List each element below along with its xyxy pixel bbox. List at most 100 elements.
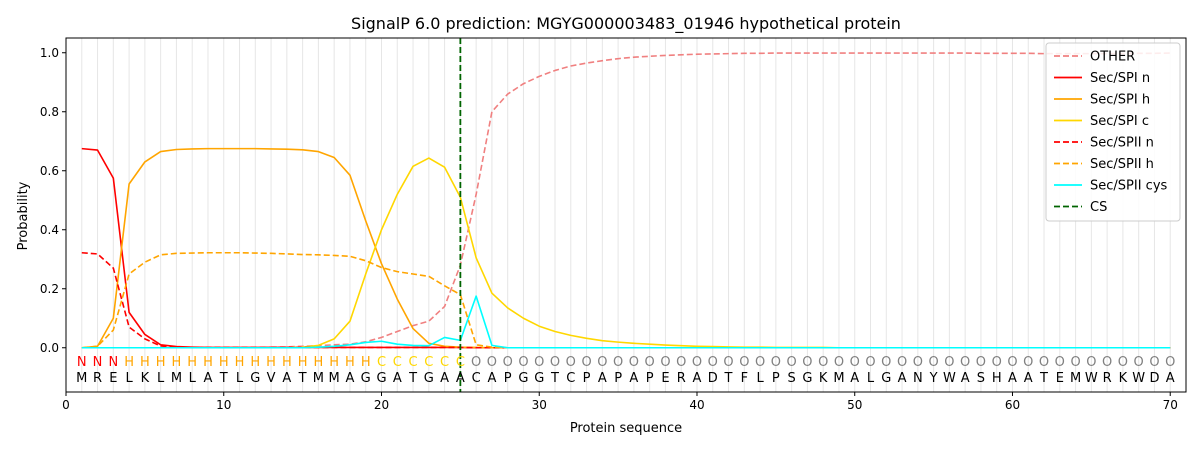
y-axis-label: Probability: [16, 181, 31, 250]
legend-entry: Sec/SPII cys: [1090, 179, 1168, 194]
legend-box: [1045, 42, 1181, 222]
residue-letter: T: [1039, 371, 1048, 386]
region-label: O: [487, 355, 497, 370]
residue-letter: G: [424, 371, 434, 386]
region-label: O: [1134, 355, 1144, 370]
region-label: H: [250, 355, 260, 370]
residue-letter: L: [756, 371, 764, 386]
region-label: O: [1070, 355, 1080, 370]
series-line-sec-spii-h: [81, 251, 1171, 349]
residue-letter: M: [171, 371, 182, 386]
residue-letter: W: [1085, 371, 1098, 386]
residue-letter: L: [157, 371, 165, 386]
residue-letter: D: [708, 371, 718, 386]
series-layer: [81, 52, 1171, 349]
region-label: C: [456, 355, 465, 370]
residue-letter: A: [629, 371, 638, 386]
residue-letter: S: [977, 371, 985, 386]
region-label: H: [235, 355, 245, 370]
residue-letter: F: [741, 371, 748, 386]
legend-entry: OTHER: [1090, 50, 1135, 65]
residue-letter: G: [881, 371, 891, 386]
residue-letter: A: [598, 371, 607, 386]
region-label: O: [550, 355, 560, 370]
region-label: O: [503, 355, 513, 370]
region-label: H: [314, 355, 324, 370]
region-label: O: [865, 355, 875, 370]
residue-letter: A: [898, 371, 907, 386]
region-label: H: [203, 355, 213, 370]
region-label: O: [629, 355, 639, 370]
region-label: H: [329, 355, 339, 370]
residue-letter: G: [361, 371, 371, 386]
region-label: O: [818, 355, 828, 370]
x-axis-label: Protein sequence: [570, 421, 682, 436]
region-label: O: [834, 355, 844, 370]
series-line-sec-spi-n: [81, 147, 1171, 349]
residue-letter: T: [408, 371, 417, 386]
residue-letter: N: [913, 371, 923, 386]
residue-letter: A: [487, 371, 496, 386]
region-label: O: [850, 355, 860, 370]
x-tick-label: 70: [1163, 398, 1178, 412]
residue-letter: L: [125, 371, 133, 386]
y-tick-label: 0.4: [40, 223, 59, 237]
residue-letter: P: [504, 371, 512, 386]
residue-grid: [81, 38, 1171, 392]
residue-letter: G: [802, 371, 812, 386]
residue-letter: A: [850, 371, 859, 386]
region-label: O: [787, 355, 797, 370]
region-label: O: [645, 355, 655, 370]
residue-letter: A: [440, 371, 449, 386]
series-line-sec-spii-cys: [81, 295, 1171, 349]
legend: OTHER Sec/SPI n Sec/SPI h Sec/SPI c Sec/SPII…: [1045, 42, 1181, 222]
y-tick-label: 0.0: [40, 341, 59, 355]
residue-letter: H: [992, 371, 1002, 386]
region-label: O: [534, 355, 544, 370]
residue-letter: R: [677, 371, 686, 386]
region-label: H: [266, 355, 276, 370]
residue-letter: C: [472, 371, 481, 386]
region-label: N: [77, 355, 87, 370]
residue-letter: L: [189, 371, 197, 386]
residue-letter: A: [393, 371, 402, 386]
residue-letter: W: [1132, 371, 1145, 386]
region-label: O: [992, 355, 1002, 370]
residue-letter: A: [282, 371, 291, 386]
legend-entry: Sec/SPI c: [1090, 114, 1149, 129]
region-label: H: [298, 355, 308, 370]
series-line-other: [81, 52, 1171, 349]
x-tick-label: 50: [847, 398, 862, 412]
region-label: C: [377, 355, 386, 370]
series-line-sec-spii-n: [81, 251, 1171, 349]
region-label: C: [424, 355, 433, 370]
x-tick-label: 30: [532, 398, 547, 412]
sequence-layer: NMNRNEHLHKHLHMHLHAHTHLHGHVHAHTHMHMHAHGCG…: [76, 355, 1175, 386]
chart-title: SignalP 6.0 prediction: MGYG000003483_01…: [351, 14, 901, 34]
region-label: O: [518, 355, 528, 370]
x-tick-label: 60: [1005, 398, 1020, 412]
residue-letter: T: [219, 371, 228, 386]
legend-entry: CS: [1090, 200, 1107, 215]
region-label: H: [361, 355, 371, 370]
region-label: O: [802, 355, 812, 370]
region-label: N: [108, 355, 118, 370]
legend-entry: Sec/SPI h: [1090, 93, 1150, 108]
region-label: O: [597, 355, 607, 370]
axis-layer: 0 10 20 30 40 50 60 70 0.0 0.2 0.4 0.6 0.8 1.0: [40, 46, 1178, 412]
region-label: O: [1149, 355, 1159, 370]
residue-letter: A: [456, 371, 465, 386]
region-label: O: [755, 355, 765, 370]
residue-letter: A: [1166, 371, 1175, 386]
residue-letter: D: [1149, 371, 1159, 386]
region-label: H: [172, 355, 182, 370]
residue-letter: A: [961, 371, 970, 386]
y-tick-label: 1.0: [40, 46, 59, 60]
region-label: O: [881, 355, 891, 370]
region-label: O: [897, 355, 907, 370]
residue-letter: S: [788, 371, 796, 386]
region-label: O: [1102, 355, 1112, 370]
legend-entry: Sec/SPI n: [1090, 71, 1150, 86]
region-label: O: [1039, 355, 1049, 370]
series-line-sec-spi-h: [81, 147, 1171, 349]
